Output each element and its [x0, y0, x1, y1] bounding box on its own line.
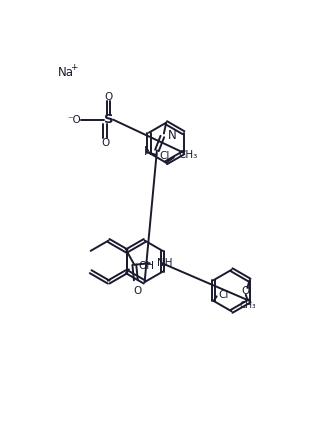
Text: Cl: Cl: [160, 151, 170, 161]
Text: Na: Na: [58, 66, 74, 79]
Text: CH₃: CH₃: [179, 150, 198, 160]
Text: OH: OH: [138, 260, 154, 270]
Text: O: O: [101, 138, 109, 148]
Text: N: N: [144, 145, 152, 158]
Text: +: +: [70, 63, 78, 72]
Text: S: S: [104, 113, 113, 126]
Text: O: O: [133, 286, 142, 296]
Text: NH: NH: [157, 258, 173, 268]
Text: Cl: Cl: [218, 290, 229, 300]
Text: O: O: [242, 286, 250, 296]
Text: N: N: [168, 129, 176, 142]
Text: CH₃: CH₃: [239, 301, 256, 310]
Text: O: O: [104, 92, 113, 102]
Text: ⁻O: ⁻O: [68, 114, 81, 124]
